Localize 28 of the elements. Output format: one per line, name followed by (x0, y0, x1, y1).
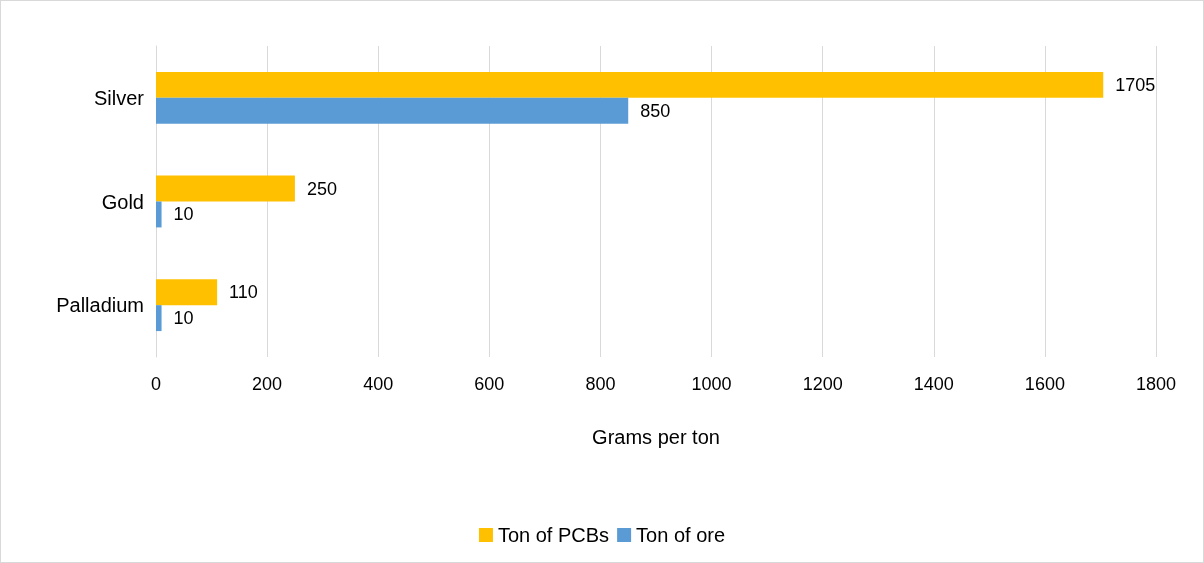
y-tick-label: Silver (93, 86, 145, 109)
y-tick-label: Palladium (56, 294, 144, 317)
data-label: 10 (173, 204, 194, 225)
x-tick-label: 0 (150, 374, 162, 394)
x-axis-title: Grams per ton (592, 426, 720, 448)
x-tick-label: 1200 (802, 374, 843, 394)
data-label: 10 (173, 308, 194, 329)
data-label: 250 (306, 178, 337, 199)
data-label: 1705 (1115, 74, 1156, 95)
x-tick-label: 1400 (913, 374, 954, 394)
x-tick-label: 400 (363, 374, 394, 394)
x-tick-label: 800 (585, 374, 616, 394)
legend-label: Ton of PCBs (497, 524, 610, 546)
y-tick-label: Gold (101, 190, 144, 213)
bar (156, 305, 162, 332)
bar (156, 201, 162, 228)
bar (156, 175, 295, 202)
x-tick-label: 1000 (691, 374, 732, 394)
bar (156, 279, 218, 306)
data-label: 110 (229, 282, 258, 303)
x-tick-label: 600 (474, 374, 505, 394)
bar (156, 97, 629, 124)
x-tick-label: 200 (252, 374, 283, 394)
data-label: 850 (640, 100, 671, 121)
x-tick-label: 1600 (1024, 374, 1065, 394)
x-tick-label: 1800 (1135, 374, 1177, 394)
bar (156, 71, 1104, 98)
legend-label: Ton of ore (636, 524, 726, 546)
